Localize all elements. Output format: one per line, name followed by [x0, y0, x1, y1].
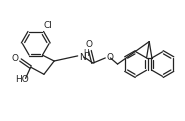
- Text: HO: HO: [15, 75, 29, 84]
- Text: O: O: [106, 53, 113, 62]
- Text: O: O: [11, 54, 18, 64]
- Text: N: N: [79, 53, 85, 62]
- Text: Cl: Cl: [43, 21, 52, 30]
- Text: O: O: [85, 40, 92, 49]
- Text: H: H: [83, 49, 89, 58]
